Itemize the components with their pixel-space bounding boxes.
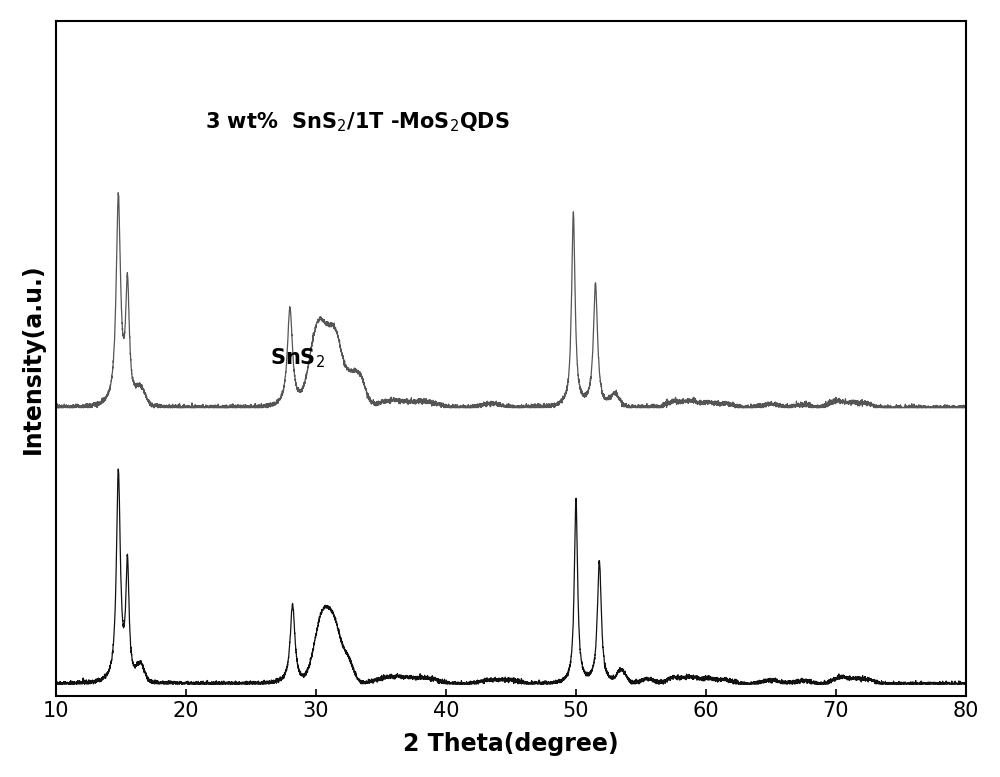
Y-axis label: Intensity(a.u.): Intensity(a.u.) [21, 263, 45, 454]
X-axis label: 2 Theta(degree): 2 Theta(degree) [403, 732, 619, 756]
Text: 3 wt%  SnS$_2$/1T -MoS$_2$QDS: 3 wt% SnS$_2$/1T -MoS$_2$QDS [205, 110, 510, 134]
Text: SnS$_2$: SnS$_2$ [270, 347, 325, 371]
